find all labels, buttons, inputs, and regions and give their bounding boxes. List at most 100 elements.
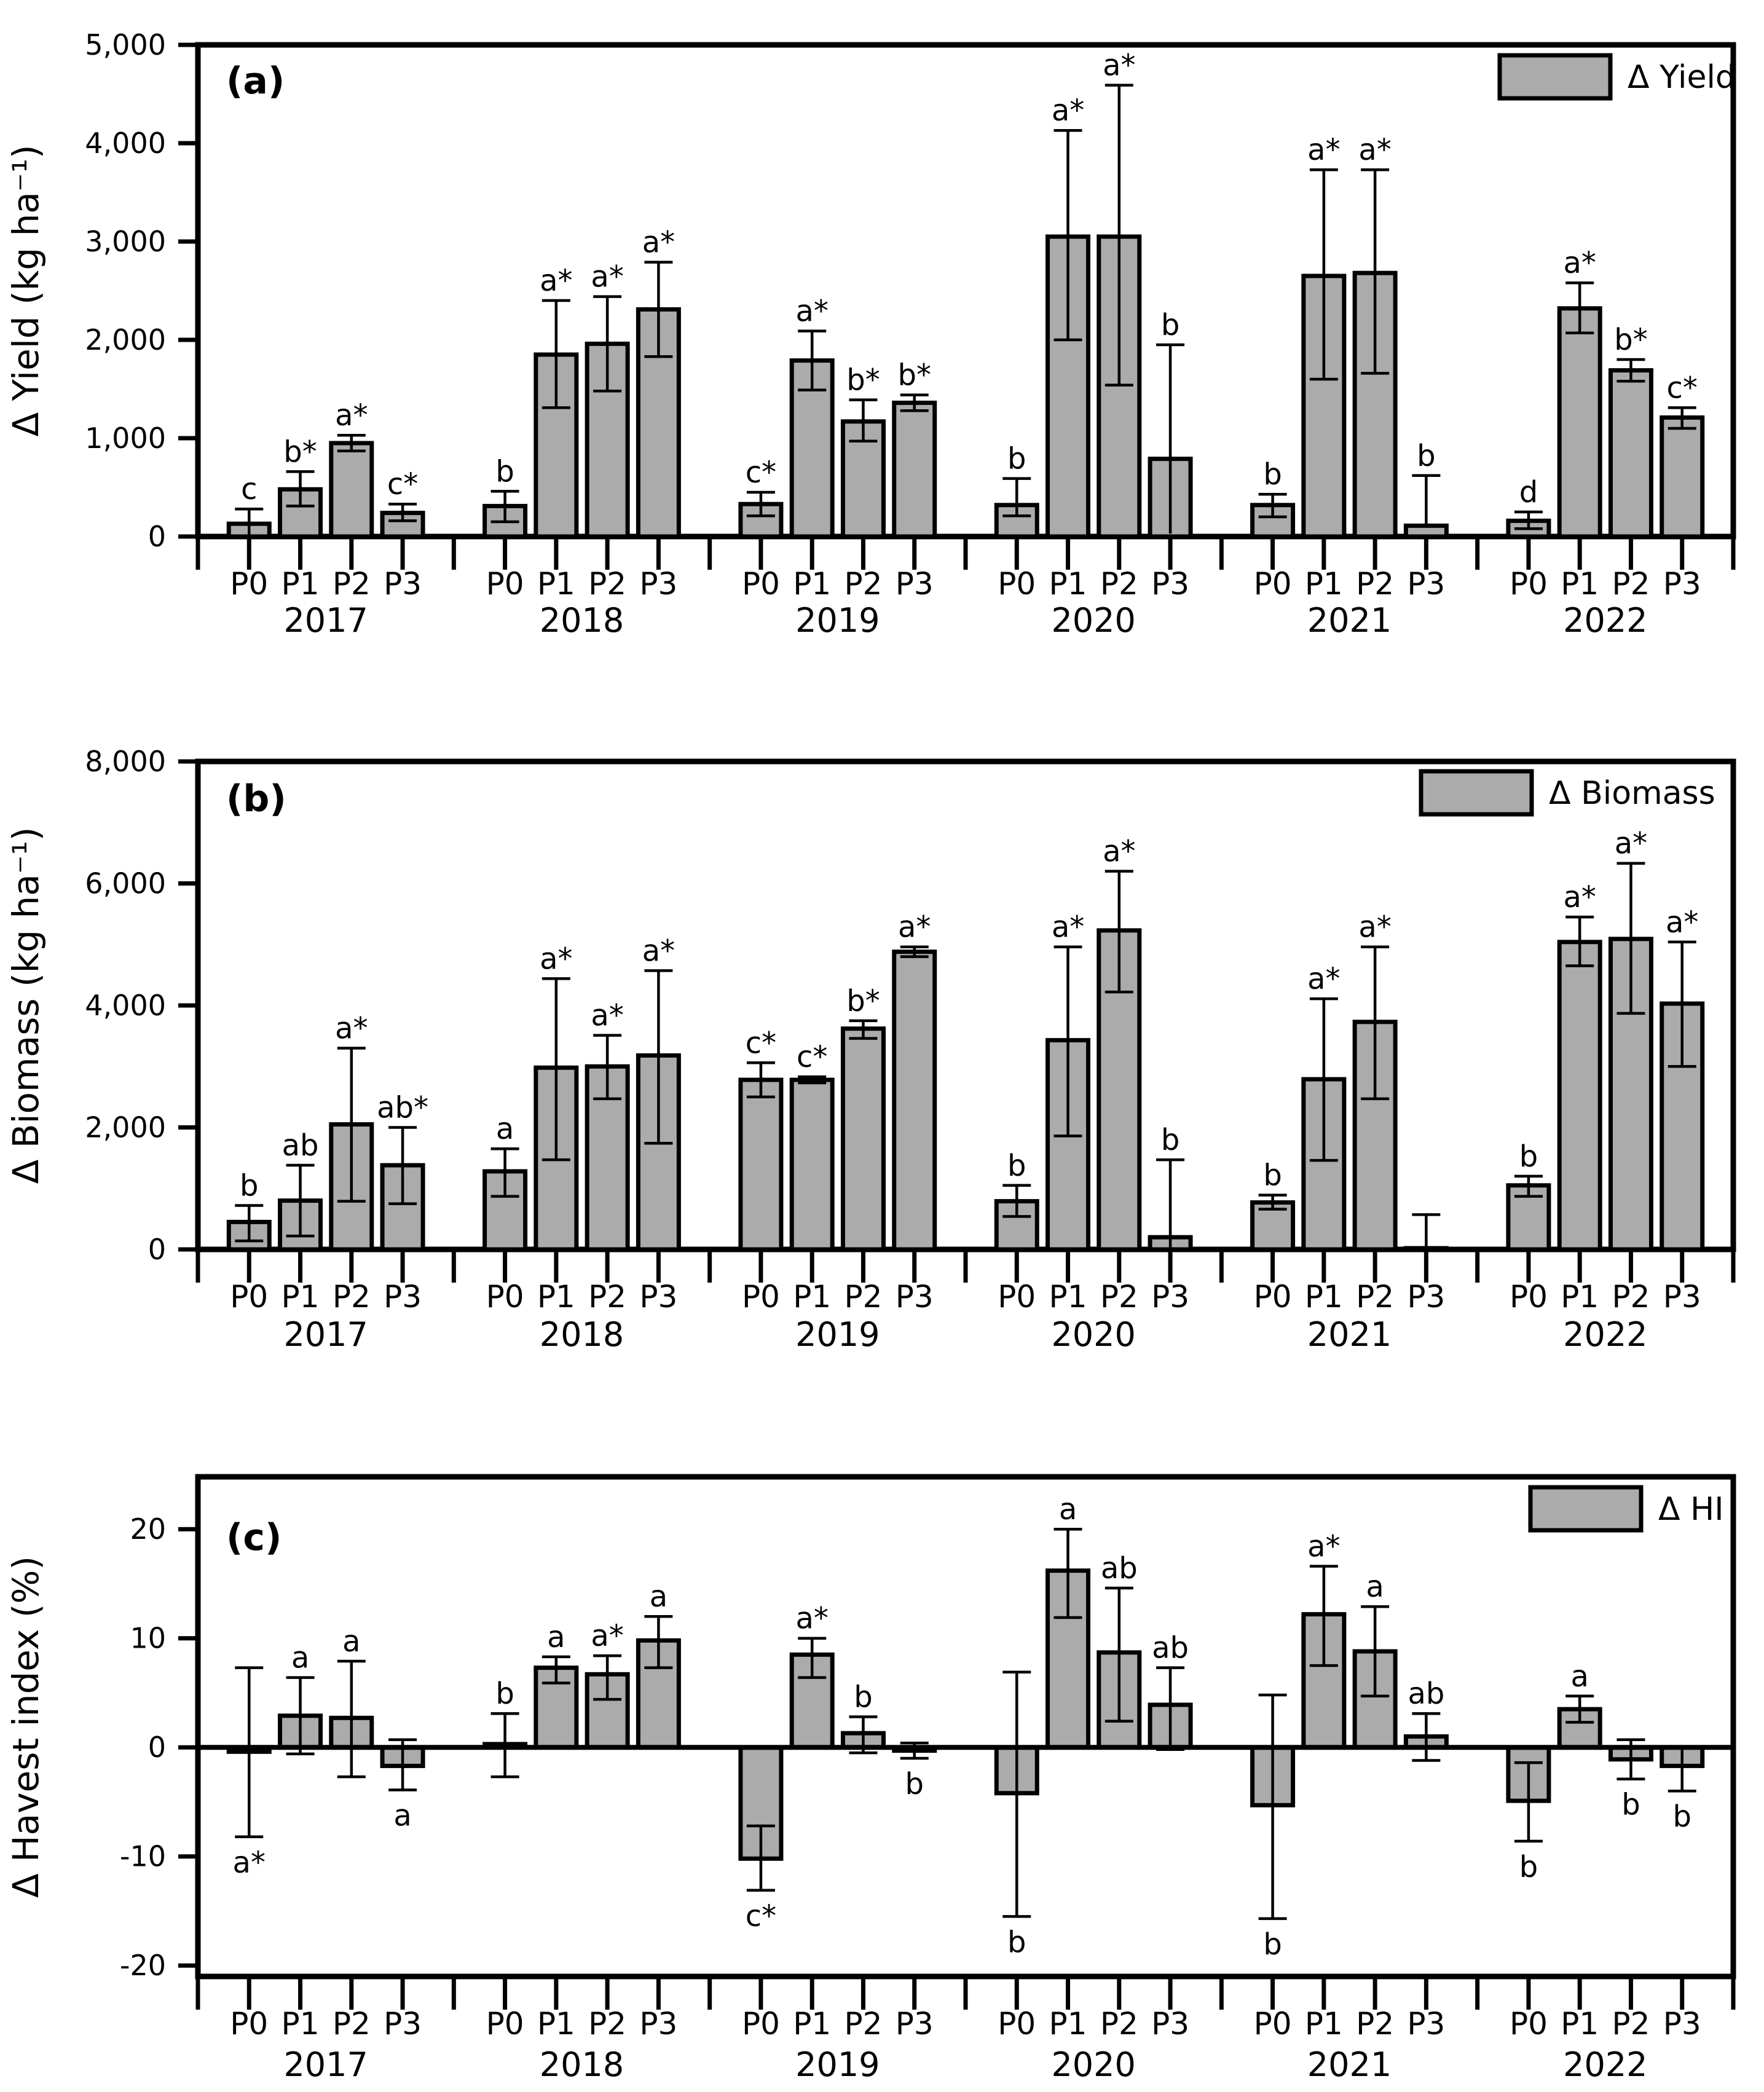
bar-2019-P2 — [840, 1026, 886, 1252]
y-tick-label: 20 — [130, 1512, 166, 1546]
significance-letter: b — [495, 1677, 514, 1711]
significance-letter: a — [1366, 1570, 1384, 1604]
bar-2019-P3 — [892, 400, 937, 539]
treatment-label: P0 — [1510, 566, 1548, 602]
bar-2019-P1 — [789, 1077, 835, 1252]
significance-letter: a* — [591, 999, 623, 1033]
treatment-label: P0 — [486, 2006, 524, 2042]
treatment-label: P2 — [333, 2006, 371, 2042]
significance-letter: ab — [282, 1128, 319, 1163]
panel-c-y-axis-label: Δ Havest index (%) — [5, 1556, 47, 1898]
significance-letter: b — [240, 1169, 258, 1203]
significance-letter: a* — [1563, 246, 1596, 280]
treatment-label: P3 — [1407, 566, 1445, 602]
treatment-label: P2 — [1356, 566, 1394, 602]
treatment-label: P0 — [742, 1279, 780, 1315]
year-label: 2020 — [1051, 2045, 1135, 2084]
y-tick-label: 2,000 — [85, 1111, 166, 1144]
significance-letter: ab — [1152, 1631, 1189, 1665]
treatment-label: P1 — [537, 2006, 575, 2042]
plot-frame — [195, 42, 1736, 540]
significance-letter: a* — [898, 910, 931, 945]
significance-letter: b — [1263, 1158, 1282, 1193]
treatment-label: P3 — [1407, 1279, 1445, 1315]
treatment-label: P2 — [844, 1279, 882, 1315]
treatment-label: P3 — [1407, 2006, 1445, 2042]
bar-2022-P1 — [1557, 306, 1602, 539]
treatment-label: P1 — [1049, 2006, 1087, 2042]
treatment-label: P2 — [1356, 2006, 1394, 2042]
treatment-label: P0 — [998, 566, 1036, 602]
year-label: 2020 — [1051, 1315, 1135, 1354]
treatment-label: P1 — [1049, 566, 1087, 602]
treatment-label: P3 — [1151, 1279, 1189, 1315]
significance-letter: a* — [1563, 880, 1596, 914]
treatment-label: P1 — [793, 1279, 831, 1315]
panel-a-y-axis-label: Δ Yield (kg ha⁻¹) — [5, 145, 47, 437]
y-tick-label: 10 — [130, 1622, 166, 1655]
y-tick-label: -10 — [120, 1840, 166, 1873]
panel-c-label: (c) — [226, 1516, 282, 1559]
significance-letter: b* — [897, 358, 931, 393]
significance-letter: b — [1621, 1788, 1640, 1822]
significance-letter: a* — [591, 260, 623, 294]
significance-letter: b — [1161, 308, 1179, 342]
panel-a: Δ Yield (kg ha⁻¹) (a) Δ Yield 0 1,000 2,00… — [5, 28, 1736, 640]
treatment-label: P1 — [1561, 2006, 1599, 2042]
treatment-label: P3 — [639, 2006, 677, 2042]
treatment-label: P0 — [1254, 2006, 1292, 2042]
significance-letter: b — [905, 1767, 923, 1801]
treatment-label: P3 — [639, 1279, 677, 1315]
significance-letter: a* — [642, 226, 675, 260]
significance-letter: b — [1007, 1925, 1026, 1959]
significance-letter: c* — [797, 1040, 827, 1074]
year-label: 2019 — [795, 601, 880, 640]
year-label: 2017 — [283, 601, 368, 640]
treatment-label: P1 — [793, 2006, 831, 2042]
treatment-label: P0 — [742, 566, 780, 602]
y-tick-label: 3,000 — [85, 225, 166, 258]
significance-letter: a* — [591, 1619, 623, 1653]
significance-letter: a — [547, 1620, 565, 1654]
y-tick-label: 0 — [148, 1233, 166, 1266]
treatment-label: P1 — [537, 1279, 575, 1315]
year-label: 2019 — [795, 1315, 880, 1354]
significance-letter: a — [393, 1798, 411, 1833]
treatment-label: P2 — [1612, 2006, 1650, 2042]
significance-letter: b — [1417, 439, 1435, 473]
treatment-label: P0 — [742, 2006, 780, 2042]
treatment-label: P1 — [282, 566, 320, 602]
year-label: 2020 — [1051, 601, 1135, 640]
significance-letter: a* — [1052, 910, 1084, 945]
y-tick-label: 4,000 — [85, 989, 166, 1022]
significance-letter: a* — [335, 398, 368, 433]
treatment-label: P0 — [1254, 566, 1292, 602]
year-label: 2021 — [1307, 2045, 1392, 2084]
y-tick-label: 0 — [148, 1731, 166, 1764]
treatment-label: P2 — [844, 566, 882, 602]
y-tick-label: 5,000 — [85, 28, 166, 61]
treatment-label: P2 — [588, 566, 626, 602]
treatment-label: P3 — [896, 566, 934, 602]
bar-2022-P1 — [1557, 940, 1602, 1252]
treatment-label: P2 — [1100, 566, 1138, 602]
treatment-label: P0 — [230, 2006, 268, 2042]
significance-letter: b* — [846, 363, 880, 398]
significance-letter: a* — [1307, 1530, 1340, 1564]
bar-2022-P2 — [1608, 368, 1653, 539]
significance-letter: a — [1570, 1659, 1588, 1694]
treatment-label: P1 — [1561, 566, 1599, 602]
treatment-label: P3 — [384, 2006, 422, 2042]
significance-letter: ab — [1101, 1551, 1138, 1586]
panel-c-legend-label: Δ HI — [1658, 1491, 1724, 1528]
treatment-label: P3 — [1663, 2006, 1701, 2042]
treatment-label: P2 — [333, 1279, 371, 1315]
treatment-label: P2 — [1100, 2006, 1138, 2042]
panel-a-legend-swatch — [1497, 53, 1613, 101]
treatment-label: P1 — [282, 2006, 320, 2042]
year-label: 2018 — [540, 2045, 624, 2084]
significance-letter: a* — [1358, 910, 1391, 945]
